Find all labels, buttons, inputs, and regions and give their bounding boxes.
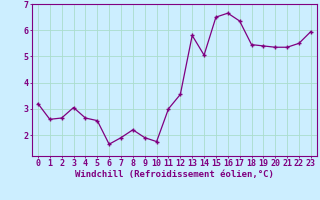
X-axis label: Windchill (Refroidissement éolien,°C): Windchill (Refroidissement éolien,°C) xyxy=(75,170,274,179)
